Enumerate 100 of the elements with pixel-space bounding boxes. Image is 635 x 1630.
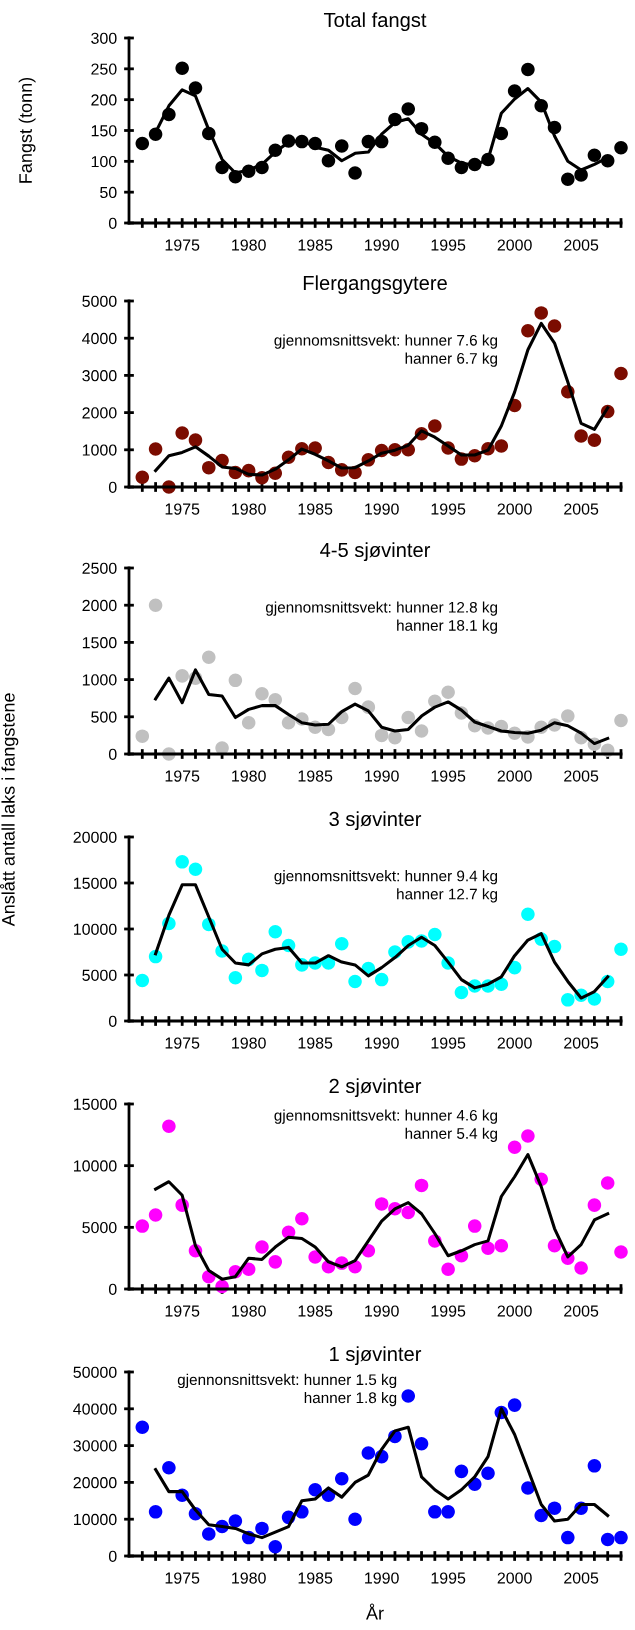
point bbox=[202, 1527, 216, 1541]
x-tick-label: 1975 bbox=[165, 1572, 200, 1584]
point bbox=[135, 470, 150, 485]
x-tick-label: 1995 bbox=[431, 1037, 466, 1049]
annotation: gjennomsnittsvekt: hunner 7.6 kg hanner 6.7 kg bbox=[274, 334, 498, 367]
point bbox=[148, 1505, 163, 1519]
point bbox=[521, 1481, 535, 1495]
chart-title: 4-5 sjøvinter bbox=[320, 542, 431, 562]
point bbox=[175, 669, 189, 683]
point bbox=[308, 1483, 322, 1497]
point bbox=[574, 1261, 588, 1275]
point bbox=[441, 1505, 455, 1519]
y-tick-label: 0 bbox=[108, 217, 117, 229]
point bbox=[481, 1466, 495, 1480]
y-tick-label: 0 bbox=[108, 1283, 117, 1295]
point bbox=[228, 970, 243, 985]
point bbox=[202, 460, 216, 475]
point bbox=[561, 709, 575, 723]
y-tick-label: 50 bbox=[100, 186, 117, 199]
point bbox=[175, 855, 189, 869]
x-tick-label: 1975 bbox=[165, 503, 200, 515]
point bbox=[255, 1521, 269, 1536]
point bbox=[587, 148, 602, 162]
x-tick-label: 1980 bbox=[232, 1037, 266, 1049]
y-tick-label: 1500 bbox=[82, 637, 117, 649]
point bbox=[281, 715, 296, 730]
point bbox=[374, 1197, 389, 1211]
point bbox=[135, 136, 150, 151]
point bbox=[547, 1501, 562, 1515]
y-tick-label: 250 bbox=[91, 63, 117, 75]
chart-title: 2 sjøvinter bbox=[329, 1078, 422, 1098]
y-tick-label: 15000 bbox=[74, 1098, 117, 1110]
point bbox=[255, 963, 269, 978]
x-tick-label: 2005 bbox=[564, 1037, 599, 1049]
point bbox=[428, 419, 442, 433]
x-tick-label: 1995 bbox=[431, 1572, 466, 1584]
point bbox=[334, 936, 349, 951]
point bbox=[334, 139, 349, 153]
point bbox=[308, 1250, 322, 1264]
point bbox=[135, 729, 150, 743]
point bbox=[428, 927, 442, 942]
x-tick-label: 1980 bbox=[232, 1305, 266, 1317]
x-axis-title: År bbox=[366, 1603, 384, 1620]
y-tick-label: 1000 bbox=[82, 674, 117, 686]
y-tick-label: 5000 bbox=[82, 295, 117, 307]
point bbox=[348, 681, 362, 696]
x-tick-label: 2000 bbox=[497, 770, 532, 782]
x-tick-label: 1980 bbox=[232, 239, 266, 251]
point bbox=[188, 81, 203, 95]
x-tick-label: 1985 bbox=[298, 239, 333, 251]
point bbox=[521, 323, 535, 338]
x-tick-label: 1990 bbox=[365, 503, 399, 515]
point bbox=[374, 728, 389, 743]
chart-title: Total fangst bbox=[323, 12, 427, 32]
point bbox=[228, 673, 243, 688]
x-tick-label: 1975 bbox=[165, 1305, 200, 1317]
point bbox=[614, 366, 628, 381]
x-tick-label: 2005 bbox=[564, 1305, 599, 1317]
y-tick-label: 0 bbox=[108, 481, 117, 493]
annotation: gjennomsnittsvekt: hunner 4.6 kg hanner 5.4 kg bbox=[274, 1109, 498, 1142]
x-tick-label: 2000 bbox=[497, 503, 532, 515]
x-tick-label: 2005 bbox=[564, 503, 599, 515]
point bbox=[188, 433, 203, 447]
point bbox=[268, 1255, 283, 1269]
point bbox=[414, 1178, 429, 1193]
point bbox=[348, 1512, 362, 1526]
y-tick-label: 3000 bbox=[82, 370, 117, 382]
x-tick-label: 1985 bbox=[298, 1572, 333, 1584]
point bbox=[454, 985, 469, 1000]
point bbox=[600, 1532, 615, 1547]
x-tick-label: 1985 bbox=[298, 1305, 333, 1317]
point bbox=[388, 730, 402, 745]
annotation: gjennomsnittsvekt: hunner 12.8 kg hanner 18.1 kg bbox=[265, 601, 498, 634]
point bbox=[441, 685, 455, 700]
point bbox=[587, 1198, 602, 1212]
point bbox=[241, 715, 256, 730]
point bbox=[441, 1262, 455, 1277]
point bbox=[401, 1205, 416, 1220]
annotation: gjennomsnittsvekt: hunner 9.4 kg hanner 12.7 kg bbox=[274, 870, 498, 903]
x-tick-label: 1990 bbox=[365, 1305, 399, 1317]
x-tick-label: 1985 bbox=[298, 1037, 333, 1049]
point bbox=[321, 153, 336, 168]
x-tick-label: 2005 bbox=[564, 1572, 599, 1584]
x-tick-label: 2005 bbox=[564, 770, 599, 782]
y-tick-label: 10000 bbox=[74, 1513, 117, 1526]
point bbox=[614, 1245, 628, 1259]
point bbox=[135, 1219, 150, 1233]
x-tick-label: 1975 bbox=[165, 1037, 200, 1049]
y-tick-label: 10000 bbox=[74, 923, 117, 935]
x-tick-label: 1980 bbox=[232, 1572, 266, 1584]
point bbox=[507, 1398, 522, 1412]
point bbox=[467, 1219, 482, 1233]
y-axis-title: Anslått antall laks i fangstene bbox=[0, 693, 19, 927]
point bbox=[414, 724, 429, 738]
point bbox=[401, 710, 416, 725]
point bbox=[148, 598, 163, 612]
y-tick-label: 40000 bbox=[73, 1403, 117, 1415]
point bbox=[587, 433, 602, 447]
x-tick-label: 1980 bbox=[232, 770, 266, 782]
x-tick-label: 2000 bbox=[497, 1037, 532, 1049]
